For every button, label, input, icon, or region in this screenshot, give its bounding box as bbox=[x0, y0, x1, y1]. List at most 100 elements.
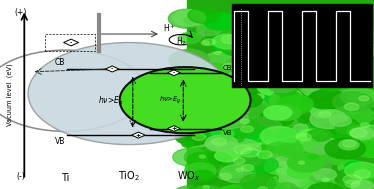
Circle shape bbox=[319, 36, 343, 48]
Circle shape bbox=[252, 50, 269, 58]
Circle shape bbox=[288, 26, 307, 36]
Circle shape bbox=[228, 105, 248, 115]
Circle shape bbox=[264, 42, 281, 51]
Circle shape bbox=[215, 121, 229, 128]
Circle shape bbox=[213, 104, 229, 112]
Circle shape bbox=[354, 170, 371, 178]
Circle shape bbox=[323, 151, 350, 165]
Circle shape bbox=[316, 66, 334, 75]
Circle shape bbox=[345, 180, 360, 187]
Circle shape bbox=[175, 127, 210, 145]
Circle shape bbox=[240, 126, 254, 132]
Circle shape bbox=[320, 81, 332, 87]
Circle shape bbox=[120, 67, 251, 133]
Circle shape bbox=[239, 130, 254, 137]
Circle shape bbox=[351, 180, 373, 189]
Circle shape bbox=[234, 145, 252, 154]
Circle shape bbox=[357, 41, 371, 48]
Circle shape bbox=[305, 176, 318, 182]
Circle shape bbox=[224, 98, 264, 118]
Circle shape bbox=[275, 29, 285, 34]
Circle shape bbox=[205, 136, 241, 153]
Circle shape bbox=[269, 26, 284, 34]
Circle shape bbox=[325, 22, 357, 38]
Circle shape bbox=[331, 31, 368, 50]
Circle shape bbox=[281, 133, 319, 152]
Circle shape bbox=[298, 59, 313, 66]
Circle shape bbox=[215, 137, 244, 152]
Circle shape bbox=[291, 161, 311, 171]
Circle shape bbox=[226, 143, 247, 154]
Circle shape bbox=[345, 128, 365, 138]
Circle shape bbox=[313, 169, 337, 180]
Circle shape bbox=[227, 158, 239, 164]
Circle shape bbox=[218, 165, 244, 178]
Text: h$\nu$>E$_g$: h$\nu$>E$_g$ bbox=[98, 94, 123, 108]
Circle shape bbox=[204, 113, 214, 119]
Circle shape bbox=[223, 157, 251, 171]
Circle shape bbox=[268, 78, 297, 93]
Circle shape bbox=[257, 78, 292, 96]
Circle shape bbox=[252, 55, 268, 63]
Circle shape bbox=[185, 163, 199, 170]
Circle shape bbox=[238, 59, 252, 65]
Circle shape bbox=[191, 105, 207, 114]
Circle shape bbox=[333, 92, 372, 112]
Circle shape bbox=[182, 99, 199, 107]
Circle shape bbox=[361, 45, 374, 56]
Circle shape bbox=[270, 122, 282, 128]
Circle shape bbox=[249, 108, 262, 114]
Circle shape bbox=[295, 126, 335, 147]
Circle shape bbox=[300, 176, 335, 189]
Circle shape bbox=[338, 160, 365, 174]
Circle shape bbox=[325, 118, 359, 135]
Circle shape bbox=[269, 62, 308, 81]
Circle shape bbox=[286, 44, 306, 54]
Circle shape bbox=[225, 139, 261, 157]
Circle shape bbox=[193, 170, 214, 181]
Circle shape bbox=[264, 46, 273, 51]
Text: -: - bbox=[70, 40, 72, 45]
Circle shape bbox=[309, 17, 331, 28]
Circle shape bbox=[240, 174, 276, 189]
Circle shape bbox=[265, 75, 283, 84]
Circle shape bbox=[353, 164, 374, 182]
Circle shape bbox=[274, 84, 297, 96]
Circle shape bbox=[200, 102, 225, 115]
Circle shape bbox=[292, 7, 326, 24]
Circle shape bbox=[298, 66, 310, 72]
Circle shape bbox=[268, 176, 295, 189]
Circle shape bbox=[224, 53, 237, 60]
Circle shape bbox=[227, 72, 244, 81]
Circle shape bbox=[329, 38, 343, 44]
Circle shape bbox=[283, 21, 301, 30]
Circle shape bbox=[184, 16, 198, 24]
Circle shape bbox=[304, 37, 313, 42]
Circle shape bbox=[188, 7, 220, 23]
Circle shape bbox=[359, 178, 374, 189]
Circle shape bbox=[246, 19, 287, 40]
Circle shape bbox=[215, 34, 246, 50]
Circle shape bbox=[221, 37, 257, 56]
Circle shape bbox=[323, 46, 337, 53]
Circle shape bbox=[294, 124, 308, 131]
Circle shape bbox=[306, 22, 320, 29]
Polygon shape bbox=[168, 126, 180, 131]
Circle shape bbox=[196, 100, 220, 112]
Circle shape bbox=[189, 99, 199, 104]
Circle shape bbox=[249, 55, 270, 65]
Circle shape bbox=[200, 63, 233, 80]
Circle shape bbox=[337, 11, 355, 20]
Circle shape bbox=[319, 112, 331, 118]
Circle shape bbox=[308, 90, 347, 109]
Circle shape bbox=[243, 117, 281, 136]
Circle shape bbox=[272, 182, 297, 189]
Circle shape bbox=[220, 165, 256, 183]
Circle shape bbox=[196, 32, 206, 37]
Text: VB: VB bbox=[55, 137, 65, 146]
Circle shape bbox=[206, 77, 243, 96]
Circle shape bbox=[231, 97, 238, 101]
Circle shape bbox=[219, 148, 239, 158]
Circle shape bbox=[310, 101, 345, 119]
Circle shape bbox=[275, 160, 307, 176]
